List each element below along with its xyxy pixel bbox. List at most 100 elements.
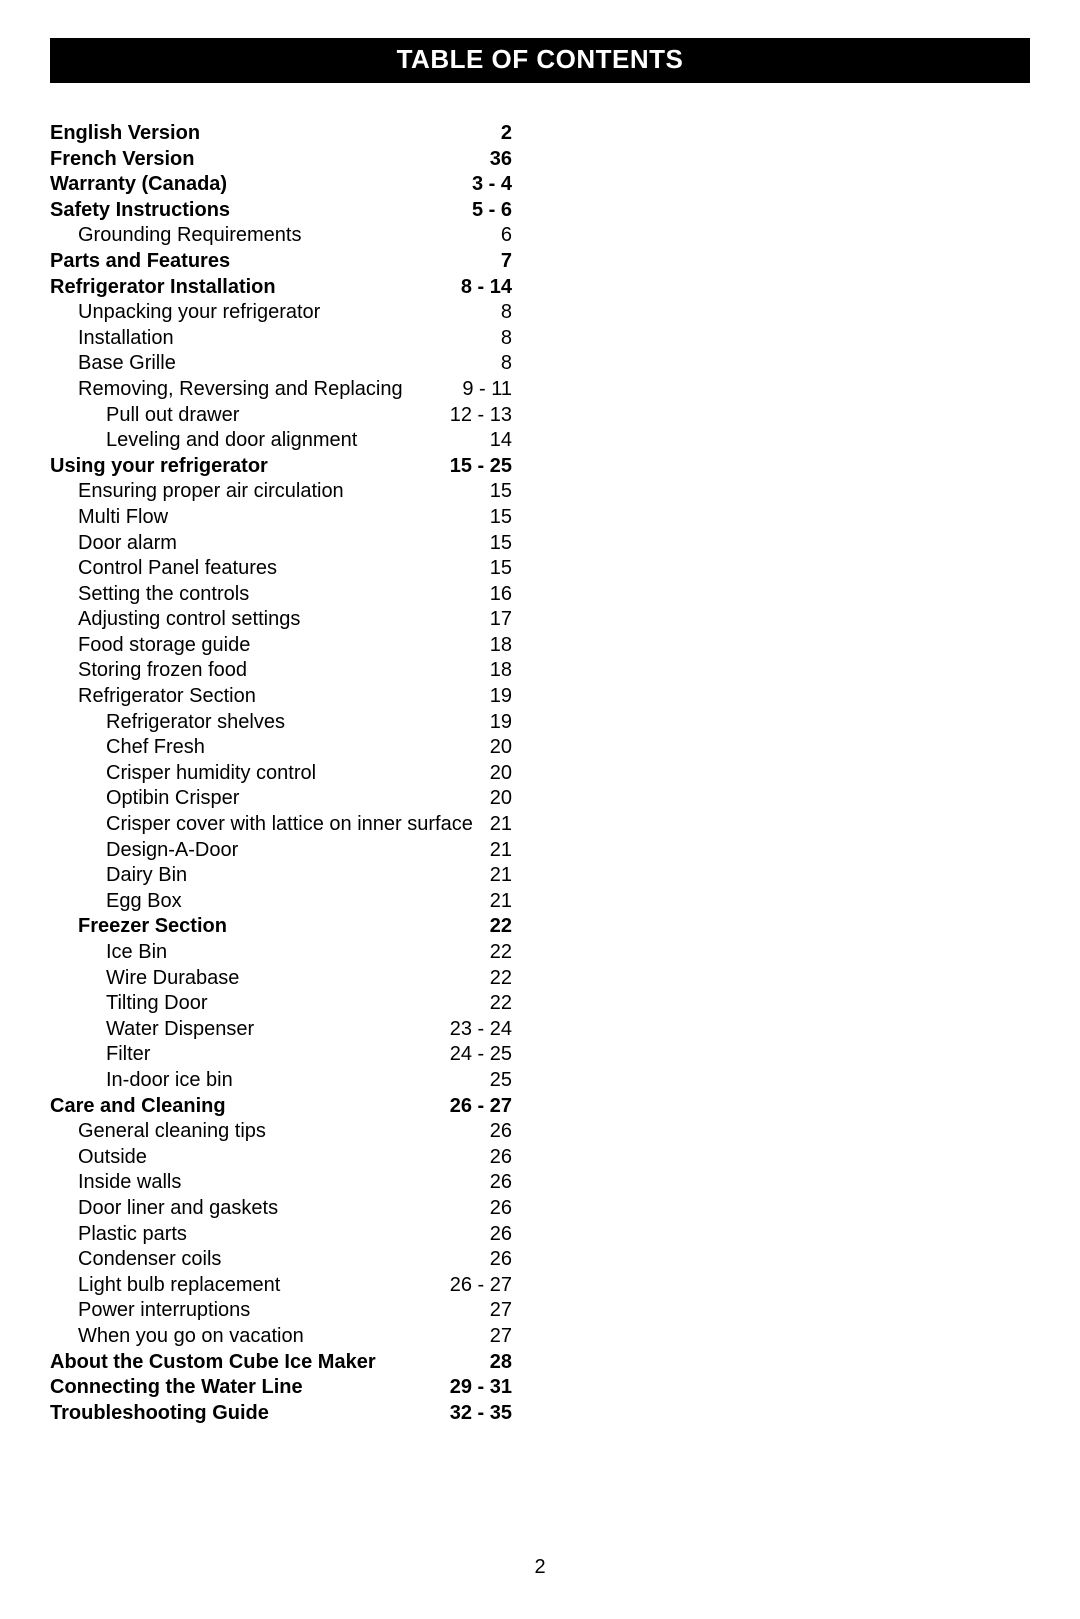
toc-row: Door liner and gaskets26 xyxy=(50,1196,512,1222)
toc-label: Optibin Crisper xyxy=(50,786,239,812)
toc-page: 20 xyxy=(490,786,512,812)
toc-label: Design-A-Door xyxy=(50,838,238,864)
toc-label: Troubleshooting Guide xyxy=(50,1401,269,1427)
toc-label: Crisper cover with lattice on inner surf… xyxy=(50,812,473,838)
toc-label: Grounding Requirements xyxy=(50,223,301,249)
toc-label: Tilting Door xyxy=(50,991,208,1017)
toc-row: Base Grille8 xyxy=(50,351,512,377)
toc-row: Wire Durabase 22 xyxy=(50,966,512,992)
toc-label: English Version xyxy=(50,121,200,147)
toc-row: Door alarm15 xyxy=(50,531,512,557)
toc-label: Unpacking your refrigerator xyxy=(50,300,320,326)
page-title-bar: TABLE OF CONTENTS xyxy=(50,38,1030,83)
toc-page: 27 xyxy=(490,1324,512,1350)
toc-label: Chef Fresh xyxy=(50,735,205,761)
toc-row: Adjusting control settings 17 xyxy=(50,607,512,633)
toc-label: Safety Instructions xyxy=(50,198,230,224)
toc-row: Light bulb replacement26 - 27 xyxy=(50,1273,512,1299)
toc-row: Freezer Section 22 xyxy=(50,914,512,940)
toc-page: 26 - 27 xyxy=(450,1273,512,1299)
toc-row: Warranty (Canada)3 - 4 xyxy=(50,172,512,198)
toc-page: 15 xyxy=(490,479,512,505)
toc-label: Door liner and gaskets xyxy=(50,1196,278,1222)
toc-page: 15 xyxy=(490,505,512,531)
toc-label: Door alarm xyxy=(50,531,177,557)
toc-page: 24 - 25 xyxy=(450,1042,512,1068)
toc-row: In-door ice bin25 xyxy=(50,1068,512,1094)
toc-page: 36 xyxy=(490,147,512,173)
toc-page: 19 xyxy=(490,684,512,710)
toc-label: Leveling and door alignment xyxy=(50,428,357,454)
toc-page: 26 - 27 xyxy=(450,1094,512,1120)
toc-row: Leveling and door alignment 14 xyxy=(50,428,512,454)
toc-row: Installation8 xyxy=(50,326,512,352)
toc-row: Egg Box21 xyxy=(50,889,512,915)
toc-page: 26 xyxy=(490,1222,512,1248)
toc-label: Wire Durabase xyxy=(50,966,239,992)
toc-label: Care and Cleaning xyxy=(50,1094,226,1120)
toc-row: Water Dispenser23 - 24 xyxy=(50,1017,512,1043)
toc-row: Refrigerator Section19 xyxy=(50,684,512,710)
toc-label: Freezer Section xyxy=(50,914,227,940)
toc-label: Dairy Bin xyxy=(50,863,187,889)
toc-label: Refrigerator shelves xyxy=(50,710,285,736)
toc-row: When you go on vacation 27 xyxy=(50,1324,512,1350)
toc-label: General cleaning tips xyxy=(50,1119,266,1145)
toc-row: Unpacking your refrigerator 8 xyxy=(50,300,512,326)
toc-label: Power interruptions xyxy=(50,1298,250,1324)
toc-page: 8 xyxy=(501,300,512,326)
toc-row: Tilting Door22 xyxy=(50,991,512,1017)
toc-row: Removing, Reversing and Replacing 9 - 11 xyxy=(50,377,512,403)
toc-row: Design-A-Door 21 xyxy=(50,838,512,864)
toc-page: 18 xyxy=(490,658,512,684)
toc-row: Troubleshooting Guide 32 - 35 xyxy=(50,1401,512,1427)
toc-label: Warranty (Canada) xyxy=(50,172,227,198)
toc-label: Removing, Reversing and Replacing xyxy=(50,377,403,403)
toc-label: Condenser coils xyxy=(50,1247,221,1273)
toc-label: Storing frozen food xyxy=(50,658,247,684)
toc-page: 32 - 35 xyxy=(450,1401,512,1427)
toc-label: Adjusting control settings xyxy=(50,607,300,633)
toc-row: Grounding Requirements 6 xyxy=(50,223,512,249)
toc-label: Multi Flow xyxy=(50,505,168,531)
toc-row: Refrigerator shelves 19 xyxy=(50,710,512,736)
toc-page: 25 xyxy=(490,1068,512,1094)
toc-page: 22 xyxy=(490,966,512,992)
toc-page: 5 - 6 xyxy=(472,198,512,224)
toc-page: 9 - 11 xyxy=(462,377,512,403)
toc-page: 19 xyxy=(490,710,512,736)
toc-row: About the Custom Cube Ice Maker28 xyxy=(50,1350,512,1376)
toc-page: 21 xyxy=(490,889,512,915)
toc-row: Plastic parts26 xyxy=(50,1222,512,1248)
toc-page: 22 xyxy=(490,940,512,966)
toc-page: 18 xyxy=(490,633,512,659)
toc-row: Condenser coils 26 xyxy=(50,1247,512,1273)
toc-page: 14 xyxy=(490,428,512,454)
toc-row: Crisper cover with lattice on inner surf… xyxy=(50,812,512,838)
toc-page: 17 xyxy=(490,607,512,633)
toc-row: Setting the controls 16 xyxy=(50,582,512,608)
toc-page: 22 xyxy=(490,914,512,940)
toc-page: 20 xyxy=(490,735,512,761)
toc-label: Crisper humidity control xyxy=(50,761,316,787)
toc-label: Installation xyxy=(50,326,174,352)
toc-row: Optibin Crisper 20 xyxy=(50,786,512,812)
toc-row: Multi Flow 15 xyxy=(50,505,512,531)
toc-label: Food storage guide xyxy=(50,633,250,659)
toc-page: 21 xyxy=(490,838,512,864)
toc-page: 26 xyxy=(490,1247,512,1273)
toc-row: Filter24 - 25 xyxy=(50,1042,512,1068)
toc-row: English Version2 xyxy=(50,121,512,147)
toc-label: Inside walls xyxy=(50,1170,181,1196)
toc-label: Setting the controls xyxy=(50,582,249,608)
toc-page: 27 xyxy=(490,1298,512,1324)
toc-row: General cleaning tips26 xyxy=(50,1119,512,1145)
toc-label: About the Custom Cube Ice Maker xyxy=(50,1350,376,1376)
toc-row: Refrigerator Installation8 - 14 xyxy=(50,275,512,301)
toc-page: 6 xyxy=(501,223,512,249)
toc-label: When you go on vacation xyxy=(50,1324,304,1350)
toc-page: 16 xyxy=(490,582,512,608)
toc-row: Control Panel features15 xyxy=(50,556,512,582)
toc-row: Power interruptions 27 xyxy=(50,1298,512,1324)
toc-row: Storing frozen food 18 xyxy=(50,658,512,684)
